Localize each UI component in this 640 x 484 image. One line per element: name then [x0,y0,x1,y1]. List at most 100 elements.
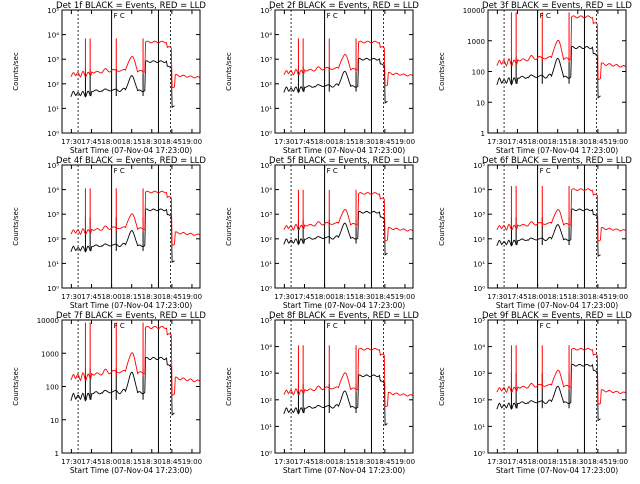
x-tick-label: 18:45 [162,138,182,146]
panel-title: Det 3f BLACK = Events, RED = LLD [482,1,632,11]
x-tick-label: 18:30 [142,458,162,466]
x-tick-label: 17:45 [81,293,101,301]
x-tick-label: 19:00 [608,138,628,146]
marker-annotation: F C [114,322,125,330]
x-axis-label: Start Time (07-Nov-04 17:23:00) [70,301,192,310]
marker-annotation: F C [114,12,125,20]
y-tick-label: 10⁴ [47,32,59,40]
y-tick-label: 10¹ [473,423,485,431]
x-tick-label: 18:30 [142,293,162,301]
x-tick-label: 18:00 [101,458,121,466]
plot-frame [274,319,414,454]
x-tick-label: 18:15 [548,458,568,466]
x-tick-label: 17:30 [487,293,507,301]
y-tick-label: 10² [473,397,485,405]
chart-panel-6: Det 6f BLACK = Events, RED = LLD Counts/s… [438,156,632,310]
y-tick-label: 10¹ [473,260,485,268]
series-events-line [283,57,388,104]
series-events-line [70,60,175,109]
y-tick-label: 100 [46,384,59,392]
marker-annotation: F C [540,167,551,175]
y-tick-label: 10⁴ [473,344,485,352]
y-tick-label: 10¹ [260,423,272,431]
plot-frame [487,319,627,454]
x-tick-label: 19:00 [182,458,202,466]
x-tick-label: 18:45 [162,458,182,466]
y-tick-label: 1000 [41,350,59,358]
x-tick-label: 18:00 [314,293,334,301]
x-tick-label: 18:00 [527,138,547,146]
y-tick-label: 10000 [37,317,59,325]
plot-frame [274,9,414,134]
x-tick-label: 17:30 [274,138,294,146]
y-tick-label: 10⁰ [260,450,272,458]
y-tick-label: 1 [481,130,485,138]
x-tick-label: 19:00 [182,293,202,301]
y-tick-label: 10⁰ [473,285,485,293]
chart-panel-5: Det 5f BLACK = Events, RED = LLD Counts/s… [225,156,419,310]
y-tick-label: 10⁵ [473,162,485,170]
marker-annotation: F C [540,12,551,20]
x-tick-label: 17:30 [61,138,81,146]
y-tick-label: 10⁰ [473,450,485,458]
x-tick-label: 17:45 [294,458,314,466]
y-tick-label: 10² [260,236,272,244]
y-tick-label: 10⁵ [473,317,485,325]
x-tick-label: 19:00 [608,458,628,466]
x-tick-label: 17:45 [81,138,101,146]
x-tick-label: 17:30 [487,138,507,146]
y-tick-label: 10⁰ [47,285,59,293]
y-axis-label: Counts/sec [438,207,446,246]
y-tick-label: 10⁰ [260,130,272,138]
y-tick-label: 10000 [463,7,485,15]
x-tick-label: 17:45 [507,138,527,146]
y-tick-label: 10³ [473,211,485,219]
chart-panel-9: Det 9f BLACK = Events, RED = LLD Counts/s… [438,311,632,475]
y-tick-label: 10² [260,81,272,89]
y-tick-label: 1 [55,450,59,458]
plot-frame [61,9,201,134]
x-tick-label: 17:45 [294,138,314,146]
y-axis-label: Counts/sec [225,207,233,246]
x-tick-label: 18:30 [568,458,588,466]
y-tick-label: 10⁰ [260,285,272,293]
marker-annotation: F C [327,322,338,330]
x-tick-label: 18:45 [588,293,608,301]
x-tick-label: 18:45 [375,458,395,466]
series-events-line [283,210,388,256]
chart-panel-1: Det 1f BLACK = Events, RED = LLD Counts/s… [12,1,206,155]
x-tick-label: 19:00 [395,293,415,301]
chart-panel-4: Det 4f BLACK = Events, RED = LLD Counts/s… [12,156,206,310]
panel-title: Det 8f BLACK = Events, RED = LLD [269,311,419,321]
plot-frame [487,164,627,289]
y-axis-label: Counts/sec [438,52,446,91]
x-tick-label: 18:00 [101,293,121,301]
panel-title: Det 2f BLACK = Events, RED = LLD [269,1,419,11]
panel-title: Det 6f BLACK = Events, RED = LLD [482,156,632,166]
y-tick-label: 10⁴ [260,344,272,352]
y-tick-label: 100 [472,69,485,77]
y-tick-label: 10³ [47,211,59,219]
y-tick-label: 10³ [47,56,59,64]
series-lld-line [283,192,413,242]
x-axis-label: Start Time (07-Nov-04 17:23:00) [283,146,405,155]
x-tick-label: 17:45 [507,458,527,466]
y-tick-label: 10¹ [260,105,272,113]
series-lld-line [70,325,200,396]
x-tick-label: 17:30 [487,458,507,466]
x-tick-label: 18:30 [568,138,588,146]
plot-frame [487,9,627,134]
panel-title: Det 7f BLACK = Events, RED = LLD [56,311,206,321]
x-tick-label: 18:45 [375,138,395,146]
y-axis-label: Counts/sec [12,367,20,406]
y-tick-label: 10 [476,99,485,107]
x-tick-label: 18:15 [548,138,568,146]
y-tick-label: 10³ [260,211,272,219]
x-tick-label: 18:30 [568,293,588,301]
series-events-line [496,46,601,99]
y-tick-label: 10² [47,236,59,244]
x-tick-label: 18:00 [527,293,547,301]
y-tick-label: 10⁴ [260,187,272,195]
